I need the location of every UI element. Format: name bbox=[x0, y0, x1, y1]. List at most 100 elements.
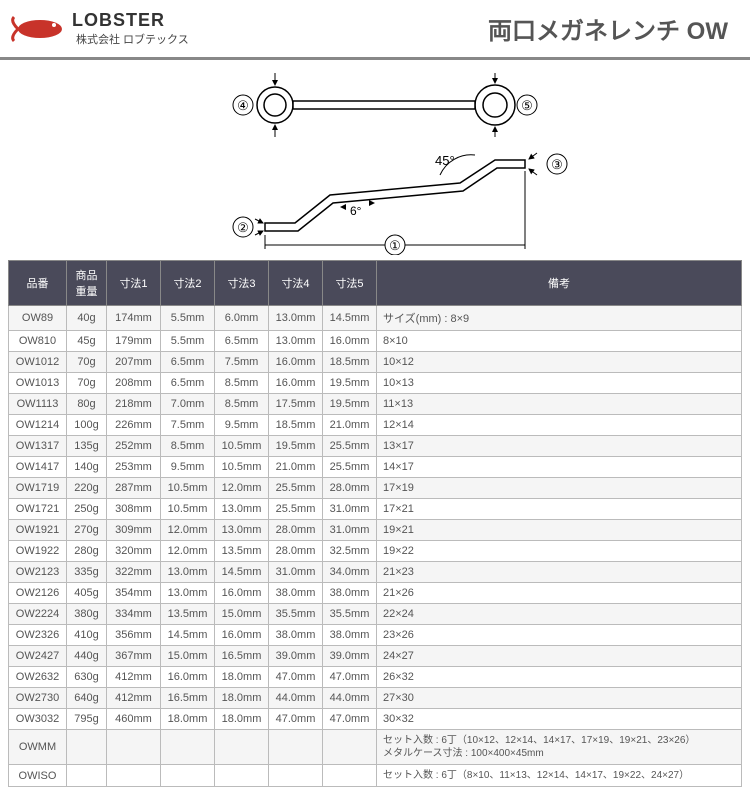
table-row: OW2126405g354mm13.0mm16.0mm38.0mm38.0mm2… bbox=[9, 583, 742, 604]
dim-1-label: ① bbox=[389, 238, 401, 253]
table-cell: OW2427 bbox=[9, 646, 67, 667]
brand-text: LOBSTER bbox=[72, 10, 189, 31]
table-cell: 15.0mm bbox=[215, 604, 269, 625]
table-cell: 10×13 bbox=[377, 373, 742, 394]
table-cell: OW1922 bbox=[9, 541, 67, 562]
spec-table: 品番 商品重量 寸法1 寸法2 寸法3 寸法4 寸法5 備考 OW8940g17… bbox=[8, 260, 742, 787]
table-cell: 12.0mm bbox=[161, 520, 215, 541]
table-cell: 354mm bbox=[107, 583, 161, 604]
table-cell: 412mm bbox=[107, 688, 161, 709]
table-row: OW111380g218mm7.0mm8.5mm17.5mm19.5mm11×1… bbox=[9, 394, 742, 415]
table-cell: 13.0mm bbox=[215, 499, 269, 520]
table-cell: OW2730 bbox=[9, 688, 67, 709]
table-cell: OW2126 bbox=[9, 583, 67, 604]
table-cell: サイズ(mm) : 8×9 bbox=[377, 306, 742, 331]
dim-2-label: ② bbox=[237, 220, 249, 235]
table-cell: 280g bbox=[67, 541, 107, 562]
table-cell bbox=[161, 765, 215, 787]
table-cell: OW1012 bbox=[9, 352, 67, 373]
table-cell: 460mm bbox=[107, 709, 161, 730]
table-cell: 270g bbox=[67, 520, 107, 541]
table-cell: 174mm bbox=[107, 306, 161, 331]
table-cell: 14×17 bbox=[377, 457, 742, 478]
table-cell: 28.0mm bbox=[323, 478, 377, 499]
table-cell: 6.5mm bbox=[161, 373, 215, 394]
table-cell: 16.5mm bbox=[215, 646, 269, 667]
table-cell: 18.5mm bbox=[269, 415, 323, 436]
table-cell: 13.0mm bbox=[161, 583, 215, 604]
table-cell: 226mm bbox=[107, 415, 161, 436]
table-cell: 80g bbox=[67, 394, 107, 415]
table-cell: OW1921 bbox=[9, 520, 67, 541]
table-cell: 208mm bbox=[107, 373, 161, 394]
table-cell: 47.0mm bbox=[323, 709, 377, 730]
table-cell: 795g bbox=[67, 709, 107, 730]
table-cell: 28.0mm bbox=[269, 541, 323, 562]
table-cell: 24×27 bbox=[377, 646, 742, 667]
table-cell: 10.5mm bbox=[215, 457, 269, 478]
table-row: OW3032795g460mm18.0mm18.0mm47.0mm47.0mm3… bbox=[9, 709, 742, 730]
page-header: LOBSTER 株式会社 ロブテックス 両口メガネレンチ OW bbox=[0, 0, 750, 60]
table-row: OW2427440g367mm15.0mm16.5mm39.0mm39.0mm2… bbox=[9, 646, 742, 667]
product-diagram: ④ ⑤ 45° 6° ② ③ ① bbox=[0, 60, 750, 260]
table-cell: 32.5mm bbox=[323, 541, 377, 562]
logo-block: LOBSTER 株式会社 ロブテックス bbox=[10, 10, 189, 47]
col-dim2: 寸法2 bbox=[161, 261, 215, 306]
table-cell: 220g bbox=[67, 478, 107, 499]
table-cell: 47.0mm bbox=[269, 709, 323, 730]
table-cell: 135g bbox=[67, 436, 107, 457]
table-cell: OW1317 bbox=[9, 436, 67, 457]
table-cell: 21.0mm bbox=[323, 415, 377, 436]
table-row: OW1719220g287mm10.5mm12.0mm25.5mm28.0mm1… bbox=[9, 478, 742, 499]
table-cell: 380g bbox=[67, 604, 107, 625]
table-cell: 11×13 bbox=[377, 394, 742, 415]
table-cell: OW810 bbox=[9, 331, 67, 352]
spec-table-wrap: 品番 商品重量 寸法1 寸法2 寸法3 寸法4 寸法5 備考 OW8940g17… bbox=[0, 260, 750, 797]
dim-3-label: ③ bbox=[551, 157, 563, 172]
table-cell: 335g bbox=[67, 562, 107, 583]
col-dim4: 寸法4 bbox=[269, 261, 323, 306]
table-cell: 38.0mm bbox=[269, 583, 323, 604]
table-cell: 18.0mm bbox=[215, 667, 269, 688]
table-cell: 13×17 bbox=[377, 436, 742, 457]
table-row: OW2224380g334mm13.5mm15.0mm35.5mm35.5mm2… bbox=[9, 604, 742, 625]
table-cell: 12×14 bbox=[377, 415, 742, 436]
table-cell: 16.5mm bbox=[161, 688, 215, 709]
table-cell: 19.5mm bbox=[323, 373, 377, 394]
table-cell: OW1719 bbox=[9, 478, 67, 499]
col-dim1: 寸法1 bbox=[107, 261, 161, 306]
table-cell: 6.5mm bbox=[161, 352, 215, 373]
table-cell: OW2632 bbox=[9, 667, 67, 688]
table-cell: 35.5mm bbox=[323, 604, 377, 625]
table-cell: OW1214 bbox=[9, 415, 67, 436]
table-cell: OW3032 bbox=[9, 709, 67, 730]
col-dim5: 寸法5 bbox=[323, 261, 377, 306]
table-cell: 28.0mm bbox=[269, 520, 323, 541]
table-cell: 16.0mm bbox=[269, 373, 323, 394]
table-cell: 47.0mm bbox=[269, 667, 323, 688]
table-cell: 7.0mm bbox=[161, 394, 215, 415]
table-cell: 38.0mm bbox=[323, 583, 377, 604]
table-cell: OW1113 bbox=[9, 394, 67, 415]
col-dim3: 寸法3 bbox=[215, 261, 269, 306]
table-cell: 31.0mm bbox=[269, 562, 323, 583]
table-row: OW81045g179mm5.5mm6.5mm13.0mm16.0mm8×10 bbox=[9, 331, 742, 352]
table-cell: 25.5mm bbox=[269, 478, 323, 499]
table-cell: 40g bbox=[67, 306, 107, 331]
table-cell bbox=[107, 730, 161, 765]
table-cell: 17.5mm bbox=[269, 394, 323, 415]
col-remark: 備考 bbox=[377, 261, 742, 306]
table-cell: 207mm bbox=[107, 352, 161, 373]
table-cell: 19×22 bbox=[377, 541, 742, 562]
table-cell: 21.0mm bbox=[269, 457, 323, 478]
table-cell: 16.0mm bbox=[161, 667, 215, 688]
table-cell: 6.5mm bbox=[215, 331, 269, 352]
table-cell: 34.0mm bbox=[323, 562, 377, 583]
table-cell: 10.5mm bbox=[161, 478, 215, 499]
table-cell bbox=[161, 730, 215, 765]
table-row: OW2730640g412mm16.5mm18.0mm44.0mm44.0mm2… bbox=[9, 688, 742, 709]
table-cell bbox=[67, 765, 107, 787]
table-cell: 16.0mm bbox=[215, 625, 269, 646]
table-cell: OW1721 bbox=[9, 499, 67, 520]
table-row: OW101270g207mm6.5mm7.5mm16.0mm18.5mm10×1… bbox=[9, 352, 742, 373]
